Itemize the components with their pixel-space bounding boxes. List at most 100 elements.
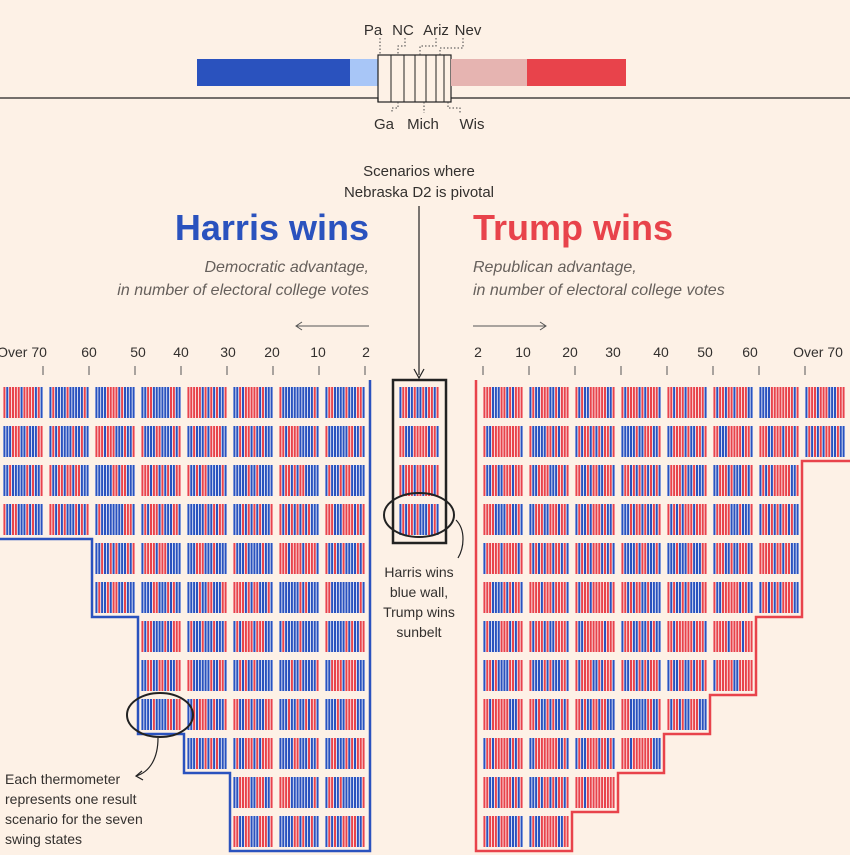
harris-thermometer — [233, 543, 273, 574]
swing-label-0: Pa — [364, 22, 383, 39]
trump-thermometer — [575, 777, 615, 808]
thermometer-grid — [3, 387, 845, 847]
pivotal-thermometer — [399, 426, 439, 457]
trump-thermometer — [713, 582, 753, 613]
trump-thermometer — [759, 543, 799, 574]
harris-outline — [0, 380, 372, 853]
harris-subtitle-2: in number of electoral college votes — [117, 282, 369, 299]
harris-thermometer — [187, 621, 227, 652]
trump-thermometer — [575, 504, 615, 535]
harris-thermometer — [141, 465, 181, 496]
trump-tick-label: 30 — [605, 344, 621, 360]
trump-subtitle-1: Republican advantage, — [473, 259, 637, 276]
trump-thermometer — [575, 621, 615, 652]
pivotal-note-3: Trump wins — [383, 604, 455, 620]
harris-thermometer — [279, 582, 319, 613]
trump-thermometer — [483, 816, 523, 847]
harris-thermometer — [325, 816, 365, 847]
trump-thermometer — [575, 465, 615, 496]
trump-thermometer — [575, 543, 615, 574]
harris-thermometer — [95, 504, 135, 535]
trump-thermometer — [621, 426, 661, 457]
trump-thermometer — [621, 621, 661, 652]
pivotal-header-2: Nebraska D2 is pivotal — [344, 184, 494, 201]
harris-thermometer — [325, 426, 365, 457]
pivotal-note-2: blue wall, — [390, 584, 448, 600]
bar-swing-boxes — [377, 54, 452, 103]
trump-thermometer — [529, 504, 569, 535]
harris-thermometer — [233, 387, 273, 418]
swing-label-2: Ariz — [423, 22, 449, 39]
harris-thermometer — [95, 426, 135, 457]
trump-thermometer — [667, 543, 707, 574]
harris-thermometer — [3, 426, 43, 457]
harris-thermometer — [187, 738, 227, 769]
trump-tick-label: Over 70 — [793, 344, 843, 360]
trump-thermometer — [621, 738, 661, 769]
thermometer-note-2: represents one result — [5, 791, 137, 807]
trump-thermometer — [759, 504, 799, 535]
trump-thermometer — [575, 738, 615, 769]
harris-thermometer — [95, 582, 135, 613]
trump-thermometer — [713, 621, 753, 652]
harris-thermometer — [233, 777, 273, 808]
harris-thermometer — [49, 387, 89, 418]
harris-thermometer — [279, 504, 319, 535]
trump-thermometer — [621, 543, 661, 574]
trump-thermometer — [483, 738, 523, 769]
thermometer-note-4: swing states — [5, 831, 82, 847]
harris-tick-label: 40 — [173, 344, 189, 360]
pivotal-arrowhead — [413, 368, 425, 380]
trump-thermometer — [483, 426, 523, 457]
harris-thermometer — [95, 465, 135, 496]
harris-thermometer — [279, 777, 319, 808]
trump-thermometer — [529, 738, 569, 769]
harris-tick-label: 30 — [220, 344, 236, 360]
trump-thermometer — [483, 543, 523, 574]
trump-thermometer — [713, 465, 753, 496]
harris-thermometer — [141, 543, 181, 574]
trump-thermometer — [713, 387, 753, 418]
direction-arrows — [295, 321, 547, 331]
trump-tick-label: 60 — [742, 344, 758, 360]
harris-thermometer — [95, 543, 135, 574]
harris-thermometer — [49, 426, 89, 457]
trump-thermometer — [621, 387, 661, 418]
swing-label-4: Ga — [374, 116, 395, 133]
harris-thermometer — [187, 582, 227, 613]
trump-thermometer — [667, 699, 707, 730]
harris-thermometer — [49, 504, 89, 535]
harris-thermometer — [325, 660, 365, 691]
harris-thermometer — [233, 426, 273, 457]
trump-thermometer — [621, 465, 661, 496]
trump-thermometer — [667, 426, 707, 457]
trump-thermometer — [483, 660, 523, 691]
swing-label-5: Mich — [407, 116, 439, 133]
harris-thermometer — [49, 465, 89, 496]
trump-thermometer — [759, 387, 799, 418]
trump-thermometer — [529, 582, 569, 613]
trump-thermometer — [759, 465, 799, 496]
harris-tick-label: 2 — [362, 344, 370, 360]
harris-tick-label: Over 70 — [0, 344, 47, 360]
harris-thermometer — [141, 582, 181, 613]
harris-subtitle-1: Democratic advantage, — [204, 259, 369, 276]
trump-thermometer — [759, 582, 799, 613]
trump-thermometer — [621, 699, 661, 730]
pivotal-header-1: Scenarios where — [363, 163, 475, 180]
bar-rep-lean — [451, 59, 527, 86]
trump-tick-label: 10 — [515, 344, 531, 360]
trump-thermometer — [483, 387, 523, 418]
trump-thermometer — [483, 504, 523, 535]
swing-label-3: Nev — [455, 22, 482, 39]
harris-thermometer — [279, 738, 319, 769]
trump-tick-label: 40 — [653, 344, 669, 360]
trump-thermometer — [805, 387, 845, 418]
harris-thermometer — [141, 621, 181, 652]
harris-tick-label: 50 — [130, 344, 146, 360]
harris-thermometer — [279, 699, 319, 730]
harris-thermometer — [325, 738, 365, 769]
trump-thermometer — [575, 582, 615, 613]
harris-thermometer — [325, 777, 365, 808]
trump-thermometer — [529, 543, 569, 574]
